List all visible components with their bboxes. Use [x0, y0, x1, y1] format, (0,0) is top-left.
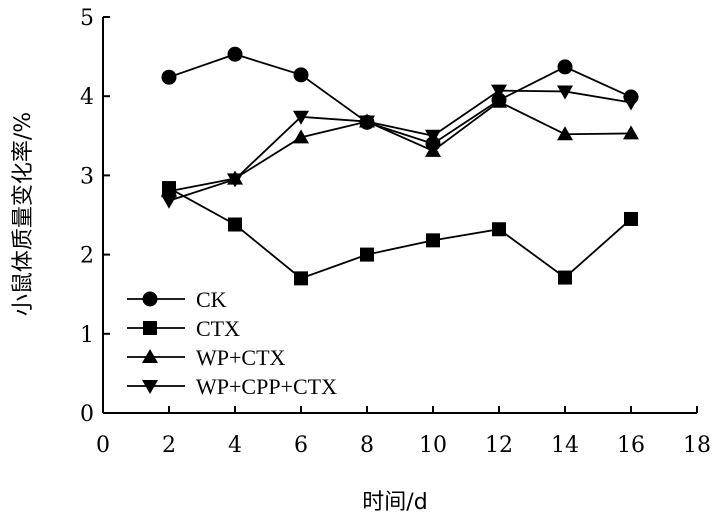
- series-ctx: [162, 181, 638, 286]
- series-line-ck: [168, 53, 632, 145]
- legend-label-wp-cpp-ctx: WP+CPP+CTX: [196, 374, 337, 399]
- data-point-wp-cpp-ctx: [623, 96, 639, 111]
- legend-label-wp-ctx: WP+CTX: [196, 345, 286, 370]
- y-tick-label: 5: [80, 6, 94, 31]
- legend: CK CTX WP+CTX WP+CPP+CTX: [127, 287, 337, 399]
- legend-marker-ctx: [143, 321, 157, 335]
- x-tick-label: 12: [485, 433, 513, 458]
- data-point-ctx: [426, 233, 440, 248]
- data-point-wp-cpp-ctx: [161, 194, 177, 209]
- x-tick-label: 14: [551, 433, 579, 458]
- data-point-ck: [227, 46, 243, 62]
- legend-marker-ck: [142, 291, 158, 307]
- data-point-ck: [293, 67, 309, 83]
- y-tick-label: 3: [80, 164, 94, 189]
- data-point-ctx: [624, 211, 638, 226]
- x-tick-label: 10: [419, 433, 447, 458]
- data-point-wp-cpp-ctx: [359, 115, 375, 130]
- data-point-wp-cpp-ctx: [557, 85, 573, 100]
- legend-marker-wp-cpp-ctx: [142, 380, 158, 394]
- plot-area: [161, 46, 639, 286]
- data-point-wp-cpp-ctx: [227, 173, 243, 188]
- x-tick-label: 8: [360, 433, 374, 458]
- data-point-wp-cpp-ctx: [425, 129, 441, 144]
- series-wp-ctx: [161, 93, 639, 198]
- x-tick-label: 6: [294, 433, 308, 458]
- series-line-ctx: [168, 187, 632, 280]
- data-point-wp-ctx: [557, 126, 573, 141]
- data-point-ctx: [228, 217, 242, 232]
- axes: [102, 16, 698, 414]
- x-tick-label: 4: [228, 433, 242, 458]
- y-tick-label: 1: [80, 323, 94, 348]
- series-wp-cpp-ctx: [161, 84, 639, 209]
- x-axis-title: 时间/d: [362, 490, 427, 515]
- data-point-ck: [161, 69, 177, 85]
- x-tick-label: 18: [683, 433, 711, 458]
- data-point-ctx: [294, 271, 308, 286]
- data-point-ck: [557, 59, 573, 75]
- legend-label-ck: CK: [196, 287, 227, 312]
- data-point-ctx: [360, 247, 374, 262]
- legend-label-ctx: CTX: [196, 316, 240, 341]
- x-tick-label: 0: [96, 433, 110, 458]
- data-point-wp-cpp-ctx: [491, 84, 507, 99]
- data-point-wp-ctx: [623, 125, 639, 140]
- series-line-wp-cpp-ctx: [168, 89, 632, 202]
- data-point-wp-ctx: [161, 183, 177, 198]
- data-point-wp-ctx: [491, 93, 507, 108]
- data-point-ctx: [492, 222, 506, 237]
- data-point-wp-cpp-ctx: [293, 110, 309, 125]
- legend-marker-wp-ctx: [142, 349, 158, 363]
- x-tick-label: 16: [617, 433, 645, 458]
- y-axis-title: 小鼠体质量变化率/%: [11, 112, 36, 316]
- data-point-wp-ctx: [293, 129, 309, 144]
- data-point-ctx: [558, 270, 572, 285]
- y-tick-label: 0: [80, 402, 94, 427]
- x-tick-label: 2: [162, 433, 176, 458]
- y-tick-label: 2: [80, 244, 94, 269]
- y-tick-label: 4: [80, 85, 94, 110]
- series-line-wp-ctx: [168, 100, 632, 193]
- data-point-wp-ctx: [425, 142, 441, 157]
